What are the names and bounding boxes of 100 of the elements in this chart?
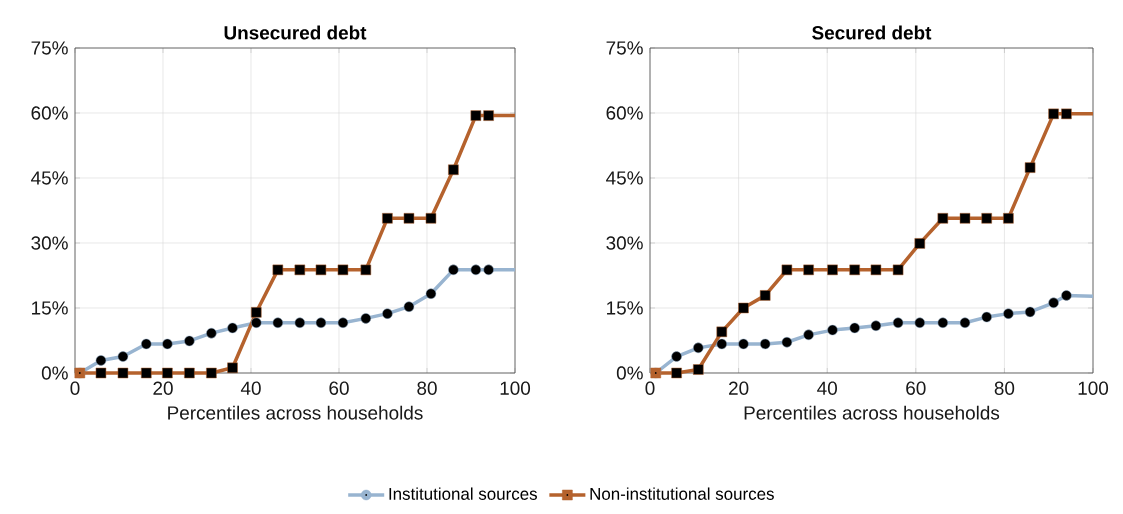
point <box>738 302 749 314</box>
point <box>849 264 860 276</box>
point <box>382 213 393 224</box>
x-tick-label: 20 <box>153 381 173 395</box>
x-tick-label: 80 <box>994 381 1015 395</box>
point <box>959 317 971 328</box>
x-axis-title: Percentiles across households <box>168 405 423 420</box>
x-tick-label: 20 <box>729 381 749 395</box>
point <box>315 317 327 328</box>
y-tick-label: 45% <box>606 171 643 185</box>
point <box>716 338 728 350</box>
x-tick-label: 40 <box>240 381 261 395</box>
point <box>870 264 882 276</box>
point <box>294 317 306 328</box>
point <box>781 336 793 348</box>
x-tick-label: 100 <box>1078 381 1109 395</box>
point <box>892 317 904 328</box>
point <box>483 264 494 276</box>
point <box>141 338 152 350</box>
point <box>1048 297 1059 309</box>
y-tick-label: 75% <box>31 41 68 55</box>
point <box>781 264 793 276</box>
point <box>981 311 992 323</box>
point <box>1003 213 1014 224</box>
point <box>892 264 904 276</box>
point <box>403 213 415 224</box>
point <box>184 367 195 379</box>
point <box>693 342 704 354</box>
point <box>716 326 728 338</box>
point <box>251 307 262 318</box>
point <box>849 322 860 334</box>
x-tick-label: 40 <box>817 381 837 395</box>
chart-title: Unsecured debt <box>224 25 367 40</box>
point <box>272 317 284 328</box>
point <box>1003 308 1014 319</box>
y-tick-label: 15% <box>32 301 68 315</box>
point <box>425 288 437 299</box>
y-tick-label: 0% <box>616 366 643 380</box>
point <box>870 320 882 332</box>
point <box>981 213 992 224</box>
point <box>959 213 971 224</box>
point <box>827 264 838 276</box>
x-tick-label: 60 <box>906 381 926 395</box>
y-tick-label: 75% <box>606 41 643 55</box>
y-tick-label: 30% <box>31 236 68 250</box>
point <box>448 164 459 176</box>
point <box>227 362 238 374</box>
point <box>184 335 195 347</box>
point <box>272 264 284 276</box>
y-tick-label: 45% <box>31 171 68 185</box>
point <box>914 238 926 249</box>
x-tick-label: 80 <box>417 381 437 395</box>
point <box>803 264 814 276</box>
x-tick-label: 0 <box>645 381 655 395</box>
chart-title: Secured debt <box>812 25 932 40</box>
point <box>759 338 771 350</box>
point <box>448 264 459 276</box>
point <box>914 317 926 328</box>
point <box>337 264 349 276</box>
y-tick-label: 0% <box>41 366 68 380</box>
point <box>803 329 814 341</box>
y-tick-label: 15% <box>607 301 643 315</box>
point <box>227 322 238 334</box>
point <box>251 317 262 328</box>
point <box>738 338 749 350</box>
point <box>1024 306 1036 318</box>
point <box>671 367 682 379</box>
point <box>1061 108 1072 120</box>
point <box>360 313 372 324</box>
point <box>1061 290 1072 301</box>
point <box>937 213 949 224</box>
point <box>294 264 306 276</box>
point <box>141 367 152 379</box>
point <box>1048 108 1059 120</box>
point <box>206 327 217 339</box>
x-tick-label: 60 <box>329 381 349 395</box>
point <box>671 351 682 362</box>
point <box>483 110 494 121</box>
point <box>470 264 482 276</box>
point <box>117 351 129 362</box>
y-tick-label: 60% <box>606 106 643 120</box>
point <box>95 355 107 366</box>
x-axis-title: Percentiles across households <box>744 405 1000 420</box>
point <box>470 110 482 121</box>
y-tick-label: 60% <box>31 106 68 120</box>
point <box>403 301 415 312</box>
x-tick-label: 100 <box>500 381 531 395</box>
point <box>937 317 949 328</box>
point <box>206 367 217 379</box>
legend-label: Institutional sources <box>389 487 537 500</box>
point <box>827 324 838 336</box>
point <box>759 290 771 301</box>
point <box>95 367 107 379</box>
point <box>315 264 327 276</box>
point <box>382 308 393 319</box>
x-tick-label: 0 <box>70 381 80 395</box>
point <box>162 338 173 350</box>
point <box>425 213 437 224</box>
point <box>360 264 372 276</box>
legend-label: Non-institutional sources <box>590 487 774 500</box>
